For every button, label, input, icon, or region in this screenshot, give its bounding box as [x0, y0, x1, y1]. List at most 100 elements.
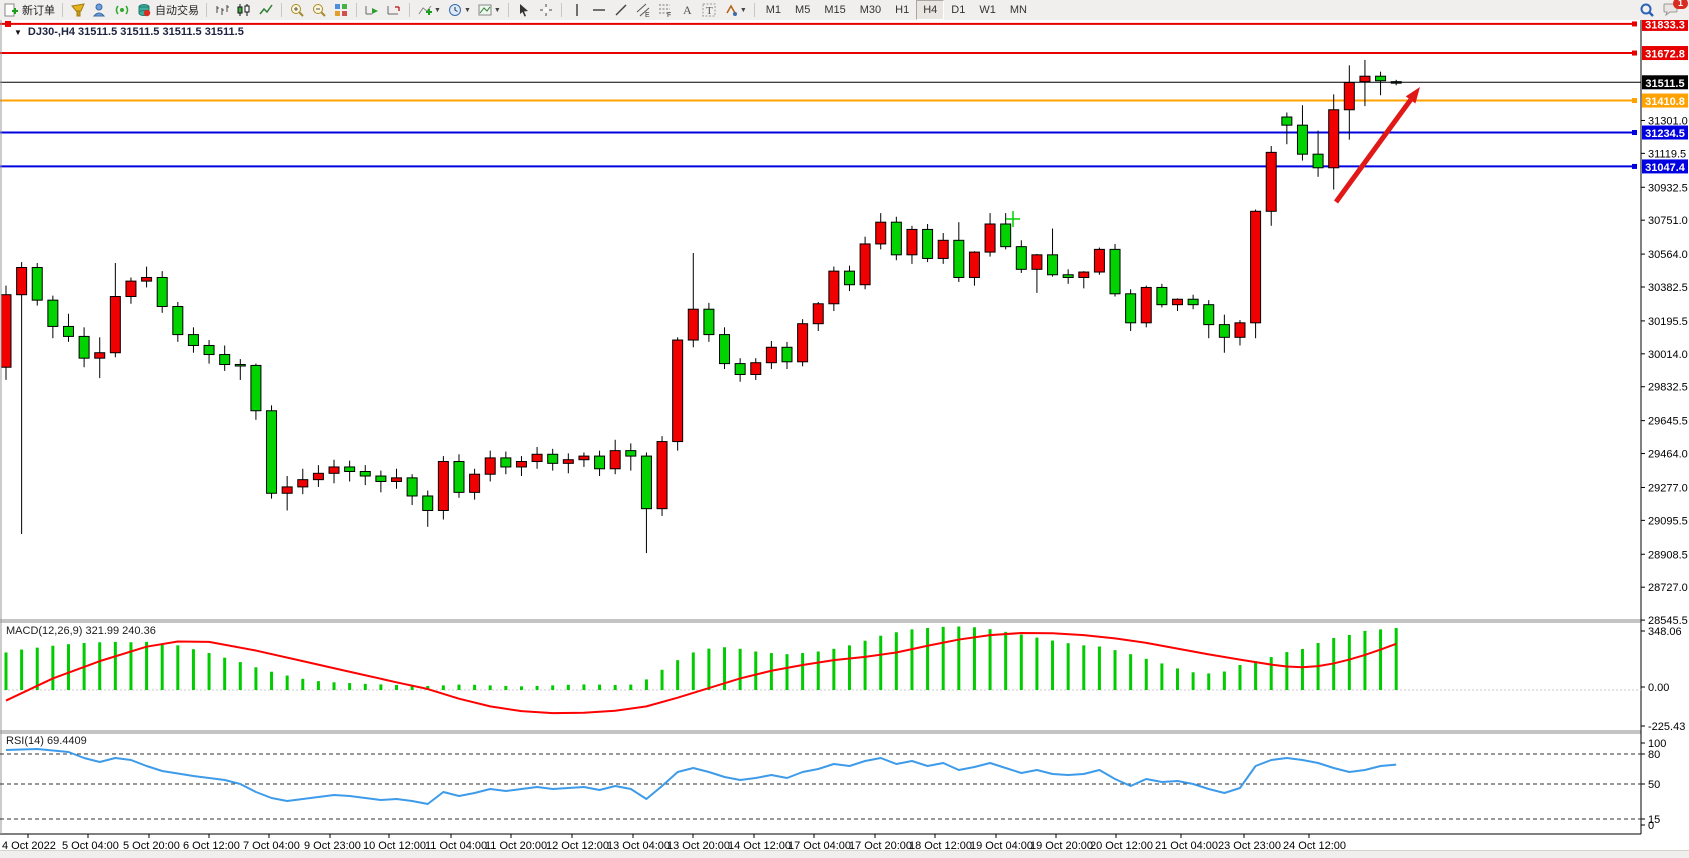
time-tick-label: 17 Oct 20:00 [849, 840, 912, 850]
price-axis[interactable]: 31301.0 31119.5 30932.5 30751.0 30564.0 30382… [1641, 20, 1688, 832]
hline-handle[interactable] [5, 20, 11, 27]
line-chart-icon[interactable] [255, 1, 277, 19]
candle-body [94, 352, 106, 359]
candle-body [968, 251, 980, 278]
horizontal-line-objects[interactable] [0, 20, 1637, 169]
toolbar-separator [753, 3, 755, 17]
time-tick-label: 23 Oct 23:00 [1218, 840, 1281, 850]
zoom-in-icon[interactable] [286, 1, 308, 19]
time-tick-label: 4 Oct 2022 [2, 840, 56, 850]
tile-windows-icon[interactable] [330, 1, 352, 19]
svg-text:31047.4: 31047.4 [1645, 162, 1686, 174]
timeframe-w1[interactable]: W1 [979, 4, 996, 16]
candle-body [1265, 151, 1277, 212]
trend-arrow-annotation[interactable] [1333, 87, 1420, 204]
svg-text:31410.8: 31410.8 [1645, 96, 1685, 108]
profile-icon[interactable] [89, 1, 111, 19]
candle-body [219, 354, 231, 366]
time-tick-label: 11 Oct 04:00 [425, 840, 487, 850]
timeframe-mn[interactable]: MN [1009, 4, 1027, 16]
plus-marker-annotation[interactable] [1006, 211, 1020, 227]
candle-body [203, 344, 215, 356]
timeframe-m15[interactable]: M15 [824, 4, 846, 16]
periods-button[interactable]: ▼ [444, 1, 474, 19]
chart-window[interactable]: 31301.0 31119.5 30932.5 30751.0 30564.0 30382… [0, 20, 1689, 850]
time-tick-label: 9 Oct 23:00 [304, 840, 361, 850]
hline-handle[interactable] [1632, 163, 1637, 169]
equidistant-channel-icon[interactable]: E [632, 1, 654, 19]
candle-body [625, 450, 637, 457]
candlestick-chart-icon[interactable] [233, 1, 255, 19]
price-chart[interactable]: 31301.0 31119.5 30932.5 30751.0 30564.0 30382… [0, 20, 1689, 850]
candle-body [62, 325, 74, 337]
price-badge: 31410.8 [1642, 93, 1688, 108]
macd-axis-label: -225.43 [1648, 721, 1685, 733]
hline-handle[interactable] [1632, 21, 1637, 27]
price-tick-label: 29645.5 [1648, 416, 1688, 428]
candle-body [469, 473, 481, 493]
candle-body [344, 466, 356, 472]
hline-handle[interactable] [1632, 130, 1637, 136]
chart-background [0, 20, 1689, 850]
crosshair-icon[interactable] [535, 1, 557, 19]
hline-handle[interactable] [1632, 50, 1637, 56]
time-axis[interactable]: 4 Oct 2022 5 Oct 04:00 5 Oct 20:00 6 Oct 12… [2, 834, 1346, 850]
rsi-axis-label: 0 [1648, 820, 1654, 832]
fibonacci-icon[interactable]: F [654, 1, 676, 19]
candle-body [1031, 254, 1043, 270]
autotrade-button[interactable]: 自动交易 [133, 1, 202, 19]
svg-text:31672.8: 31672.8 [1645, 49, 1685, 61]
autoscroll-icon[interactable] [361, 1, 383, 19]
candle-body [1281, 116, 1293, 126]
bar-chart-icon[interactable] [211, 1, 233, 19]
text-icon[interactable]: A [676, 1, 698, 19]
candle-body [765, 346, 777, 364]
candle-body [109, 296, 121, 354]
search-icon[interactable] [1635, 1, 1659, 19]
timeframe-h4[interactable]: H4 [916, 0, 945, 20]
svg-text:A: A [683, 3, 692, 17]
horizontal-line-icon[interactable] [588, 1, 610, 19]
toolbar-separator [507, 3, 509, 17]
candle-body [1156, 286, 1168, 306]
indicators-button[interactable]: ▼ [414, 1, 444, 19]
timeframe-m1[interactable]: M1 [765, 4, 782, 16]
chat-icon[interactable]: 1 [1659, 0, 1688, 19]
templates-button[interactable]: ▼ [474, 1, 504, 19]
timeframe-h1[interactable]: H1 [895, 4, 910, 16]
candle-body [1093, 248, 1105, 273]
candle-body [875, 221, 887, 245]
timeframe-m30[interactable]: M30 [859, 4, 882, 16]
funnel-icon[interactable] [67, 1, 89, 19]
zoom-out-icon[interactable] [308, 1, 330, 19]
candle-body [937, 239, 949, 259]
timeframe-d1[interactable]: D1 [951, 4, 966, 16]
candle-body [281, 486, 293, 494]
svg-text:31234.5: 31234.5 [1645, 128, 1685, 140]
chart-shift-icon[interactable] [383, 1, 405, 19]
time-tick-label: 7 Oct 04:00 [243, 840, 300, 850]
candle-body [16, 267, 28, 296]
candle-body [391, 477, 402, 482]
trendline-icon[interactable] [610, 1, 632, 19]
rsi-axis-label: 80 [1648, 749, 1660, 761]
text-label-icon[interactable]: T [698, 1, 720, 19]
notification-badge: 1 [1673, 0, 1688, 9]
chevron-down-icon[interactable]: ▼ [14, 28, 22, 37]
candle-body [78, 335, 90, 359]
candle-body [547, 453, 559, 464]
candle-body [500, 457, 512, 468]
timeframe-m5[interactable]: M5 [795, 4, 811, 16]
candle-body [375, 475, 387, 482]
hline-handle[interactable] [1632, 98, 1637, 104]
new-order-button[interactable]: 新订单 [0, 1, 58, 19]
candle-body [359, 470, 371, 477]
cursor-icon[interactable] [513, 1, 535, 19]
vertical-line-icon[interactable] [566, 1, 588, 19]
svg-text:E: E [645, 12, 650, 18]
time-tick-label: 12 Oct 12:00 [546, 840, 609, 850]
signal-icon[interactable] [111, 1, 133, 19]
toolbar-separator [356, 3, 357, 17]
arrows-button[interactable]: ▼ [720, 1, 750, 19]
candle-body [797, 323, 809, 363]
